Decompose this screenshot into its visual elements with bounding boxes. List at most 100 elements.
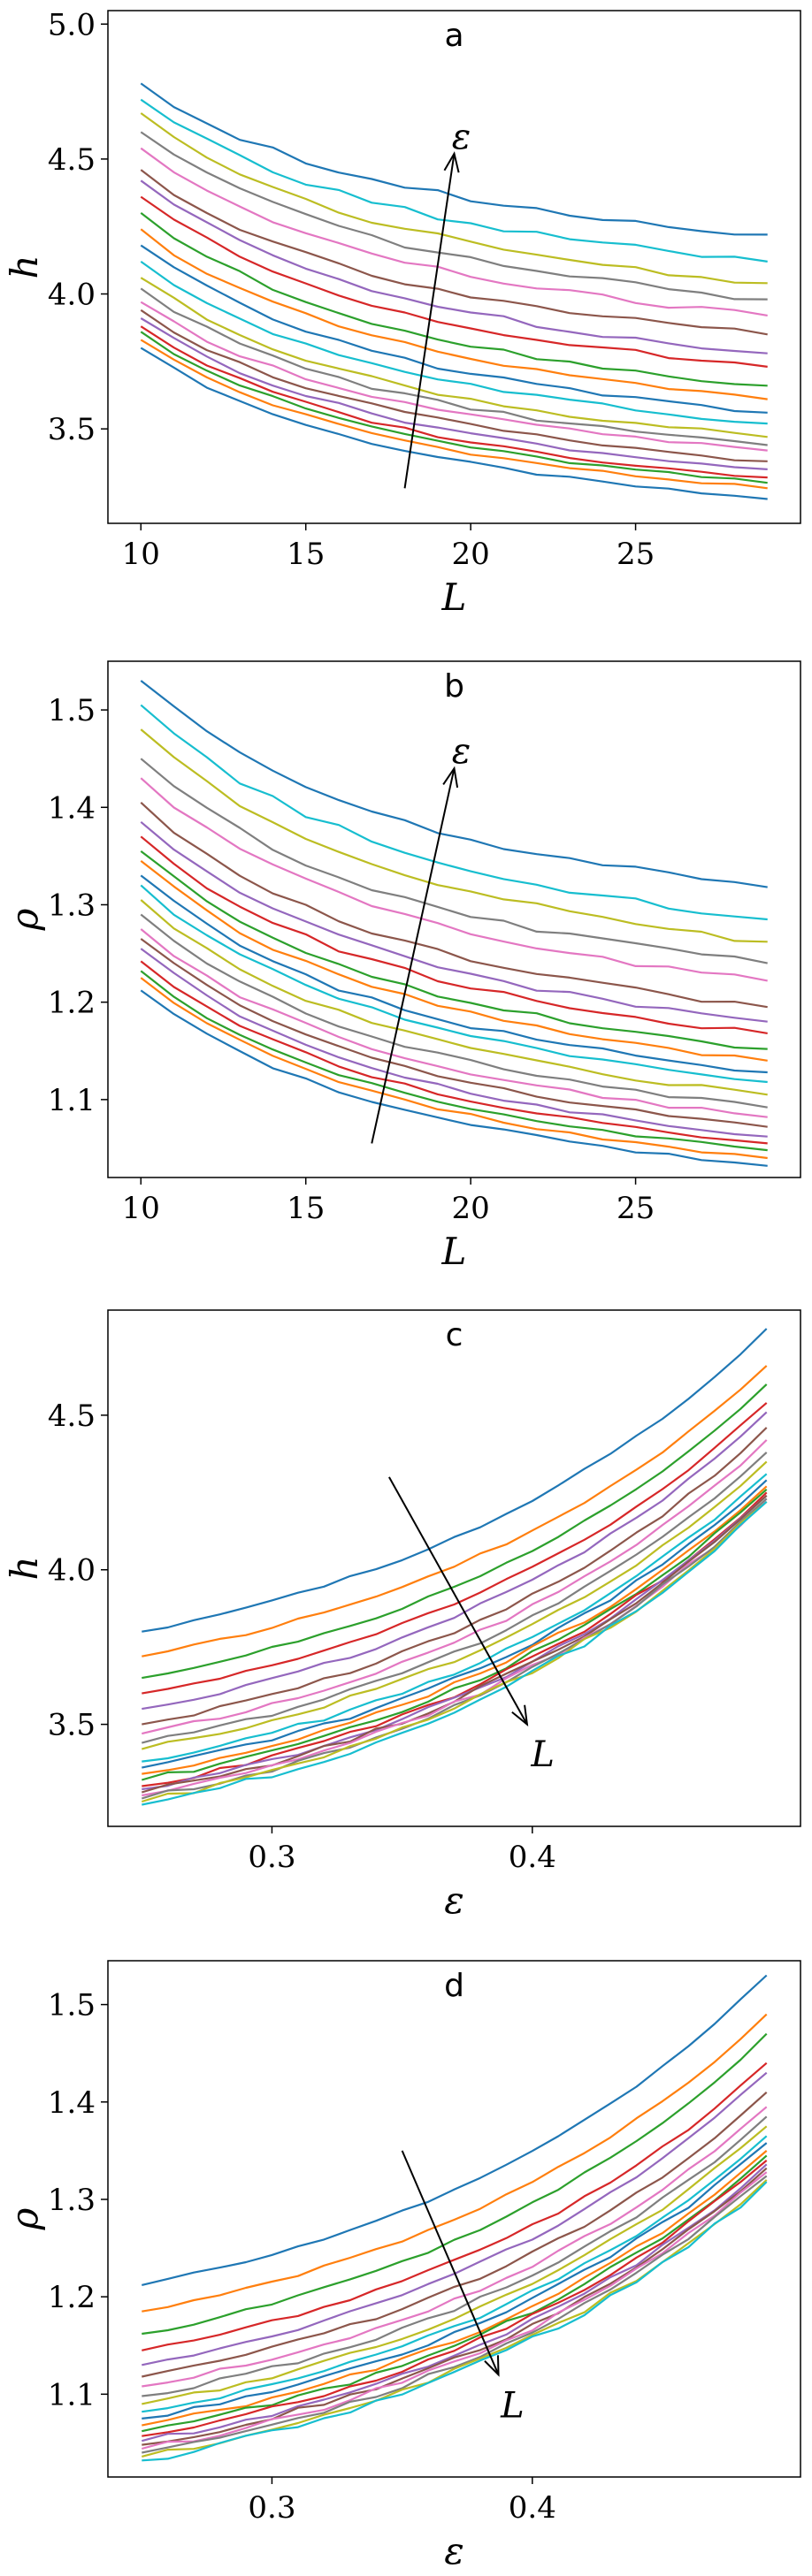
panel-b: 10 15 20 25 1.1 1.2 1.3 1.4 1.5 Lρ bε bbox=[3, 660, 801, 1273]
series-line-17 bbox=[140, 147, 768, 316]
series-line-17 bbox=[140, 777, 768, 982]
series-line-19 bbox=[140, 112, 768, 285]
series-line-11 bbox=[140, 874, 768, 1074]
series-line-17 bbox=[142, 2171, 768, 2450]
y-tick-label: 4.0 bbox=[48, 278, 96, 313]
panel-title: b bbox=[444, 668, 464, 705]
panel-title: d bbox=[444, 1968, 464, 2004]
y-axis-label: ρ bbox=[3, 908, 46, 931]
y-tick-label: 1.3 bbox=[48, 888, 96, 923]
series-line-17 bbox=[142, 1498, 768, 1797]
y-tick-label: 1.2 bbox=[48, 986, 96, 1021]
series-line-7 bbox=[142, 1439, 768, 1735]
arrow-shaft bbox=[388, 1476, 528, 1726]
series-group bbox=[140, 680, 768, 1167]
series-line-6 bbox=[142, 1427, 768, 1726]
series-line-1 bbox=[140, 989, 768, 1167]
series-line-6 bbox=[140, 309, 768, 462]
y-tick-label: 1.2 bbox=[48, 2280, 96, 2315]
arrow-shaft bbox=[371, 767, 456, 1144]
series-line-6 bbox=[142, 2091, 768, 2378]
series-line-7 bbox=[142, 2106, 768, 2388]
arrow-label: ε bbox=[452, 117, 471, 157]
y-tick-label: 5.0 bbox=[48, 7, 96, 42]
y-axis-label: h bbox=[3, 255, 46, 278]
series-line-13 bbox=[141, 1488, 768, 1781]
series-line-14 bbox=[140, 835, 768, 1034]
series-line-18 bbox=[140, 131, 768, 301]
y-tick-label: 1.3 bbox=[48, 2183, 96, 2218]
x-tick-label: 0.3 bbox=[248, 2490, 295, 2526]
series-line-21 bbox=[140, 680, 768, 888]
series-line-10 bbox=[142, 1473, 768, 1763]
series-line-3 bbox=[140, 331, 768, 484]
series-line-2 bbox=[142, 2013, 768, 2313]
series-line-11 bbox=[140, 244, 768, 414]
y-tick-label: 1.1 bbox=[48, 1083, 96, 1118]
series-line-8 bbox=[142, 2115, 768, 2397]
arrow-label: ε bbox=[452, 731, 471, 772]
series-group bbox=[141, 1328, 768, 1806]
series-line-5 bbox=[140, 317, 768, 470]
arrow-shaft bbox=[401, 2150, 500, 2375]
x-tick-label: 15 bbox=[287, 1191, 325, 1226]
panel-d: 0.3 0.4 1.1 1.2 1.3 1.4 1.5 ε ρ d L bbox=[3, 1960, 801, 2572]
series-line-4 bbox=[142, 2062, 768, 2351]
series-group bbox=[142, 1974, 768, 2462]
series-line-18 bbox=[140, 758, 768, 964]
series-line-8 bbox=[140, 913, 768, 1109]
y-tick-label: 1.4 bbox=[48, 2085, 96, 2121]
plot-frame bbox=[107, 660, 801, 1178]
arrow-head bbox=[484, 2355, 500, 2377]
panel-title: a bbox=[444, 18, 463, 54]
series-line-6 bbox=[140, 938, 768, 1128]
y-tick-label: 1.1 bbox=[48, 2377, 96, 2412]
series-line-2 bbox=[142, 1365, 768, 1658]
series-line-13 bbox=[142, 2154, 768, 2433]
series-line-8 bbox=[140, 287, 768, 446]
arrow-label: L bbox=[530, 1734, 555, 1775]
x-tick-label: 10 bbox=[122, 537, 160, 572]
series-line-13 bbox=[140, 850, 768, 1050]
x-tick-label: 20 bbox=[452, 1191, 490, 1226]
series-line-1 bbox=[142, 1328, 768, 1633]
x-tick-label: 15 bbox=[287, 537, 325, 572]
y-tick-label: 3.5 bbox=[48, 1708, 96, 1743]
series-line-12 bbox=[142, 2150, 768, 2427]
series-line-9 bbox=[140, 899, 768, 1096]
arrow-head bbox=[442, 766, 459, 789]
x-tick-label: 25 bbox=[617, 537, 655, 572]
x-tick-label: 0.4 bbox=[509, 2490, 556, 2526]
series-line-14 bbox=[142, 2160, 768, 2437]
series-line-20 bbox=[142, 1500, 768, 1806]
series-line-16 bbox=[141, 1494, 768, 1794]
series-line-20 bbox=[140, 98, 768, 263]
plot-frame bbox=[107, 1960, 801, 2478]
arrow-shaft bbox=[403, 153, 456, 489]
series-line-18 bbox=[142, 2175, 768, 2454]
series-line-15 bbox=[140, 820, 768, 1023]
series-line-1 bbox=[142, 1974, 768, 2286]
y-tick-label: 1.5 bbox=[48, 693, 96, 728]
series-line-15 bbox=[142, 1494, 768, 1791]
series-line-13 bbox=[140, 212, 768, 387]
series-line-15 bbox=[142, 2163, 768, 2443]
series-line-16 bbox=[142, 2167, 768, 2446]
y-tick-label: 1.4 bbox=[48, 790, 96, 826]
panel-a: 10 15 20 25 3.5 4.0 4.5 5.0 Lh a ε bbox=[3, 7, 801, 619]
series-line-15 bbox=[140, 179, 768, 354]
panel-title: c bbox=[446, 1317, 463, 1353]
series-line-1 bbox=[140, 347, 768, 500]
y-axis-label: ρ bbox=[3, 2207, 46, 2230]
x-axis-label: ε bbox=[444, 2529, 464, 2572]
x-tick-label: 20 bbox=[452, 537, 490, 572]
plot-frame bbox=[107, 10, 801, 524]
series-line-8 bbox=[142, 1452, 768, 1744]
series-line-11 bbox=[142, 2142, 768, 2420]
series-line-2 bbox=[140, 977, 768, 1160]
series-line-12 bbox=[140, 228, 768, 400]
series-line-3 bbox=[142, 2032, 768, 2336]
series-line-4 bbox=[140, 325, 768, 479]
series-line-14 bbox=[140, 195, 768, 368]
